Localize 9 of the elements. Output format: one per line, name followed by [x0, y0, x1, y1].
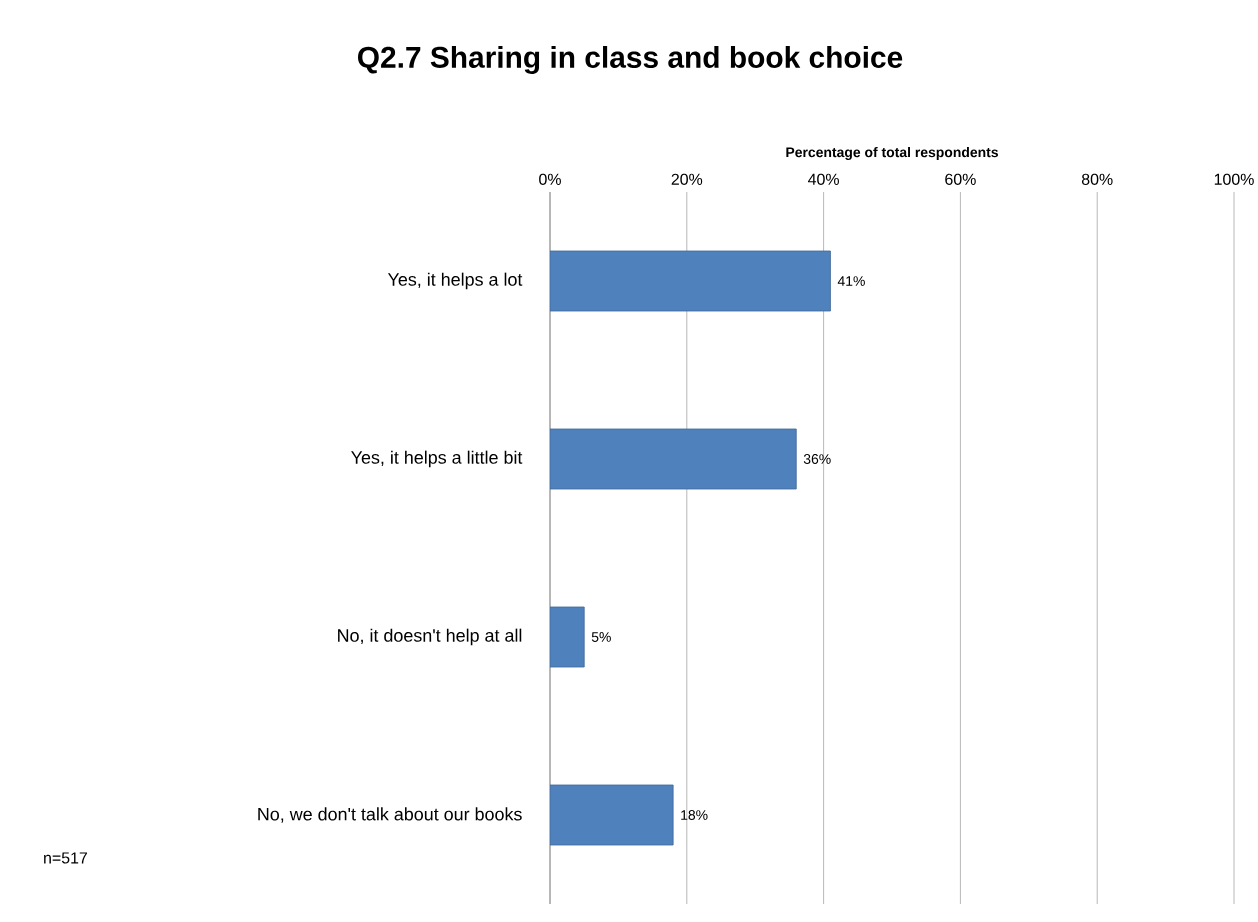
- bar: [550, 428, 797, 490]
- y-tick-label: No, it doesn't help at all: [338, 628, 522, 646]
- chart-title: Q2.7 Sharing in class and book choice: [358, 45, 903, 74]
- y-tick-label: Yes, it helps a lot: [387, 272, 523, 290]
- bar: [550, 250, 831, 312]
- bar: [550, 784, 674, 846]
- y-tick-label: Yes, it helps a little bit: [351, 450, 523, 468]
- bar: [550, 606, 585, 668]
- y-tick-label: No, we don't talk about our books: [258, 807, 522, 823]
